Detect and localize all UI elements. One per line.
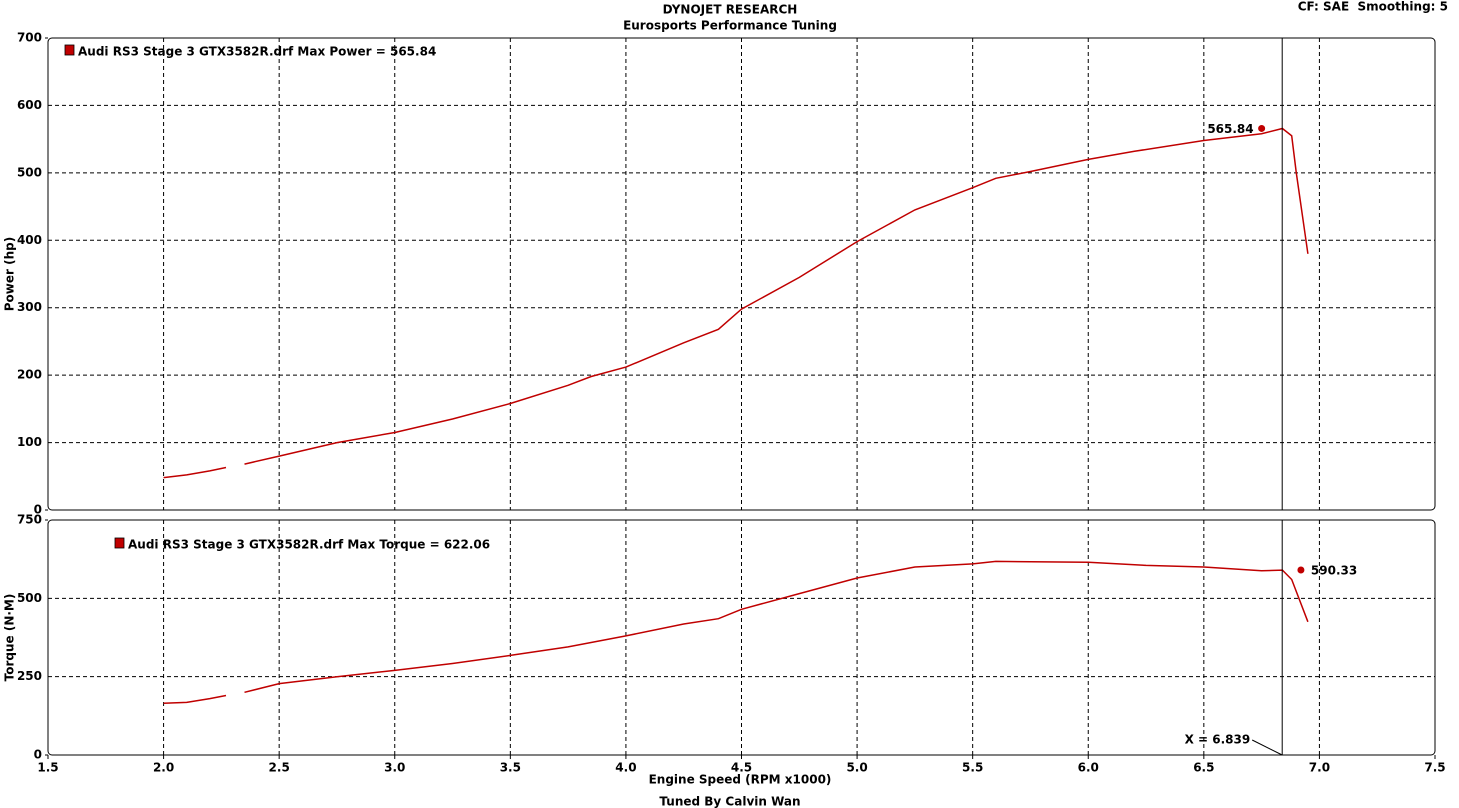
y-tick-label: 0 <box>34 503 42 517</box>
x-tick-label: 1.5 <box>37 761 58 775</box>
legend-swatch <box>64 44 75 56</box>
y-axis-title: Power (hp) <box>3 237 17 311</box>
y-tick-label: 600 <box>17 98 42 112</box>
footer-text: Tuned By Calvin Wan <box>659 795 800 808</box>
x-tick-label: 6.5 <box>1193 761 1214 775</box>
x-tick-label: 2.5 <box>269 761 290 775</box>
data-line <box>163 560 1309 705</box>
cursor-label: X = 6.839 <box>1185 733 1251 747</box>
y-axis-title: Torque (N·M) <box>3 594 17 682</box>
x-tick-label: 4.0 <box>615 761 636 775</box>
y-tick-label: 750 <box>17 513 42 527</box>
x-tick-label: 4.5 <box>731 761 752 775</box>
x-tick-label: 6.0 <box>1078 761 1099 775</box>
peak-marker <box>1258 124 1266 132</box>
x-tick-label: 5.5 <box>962 761 983 775</box>
x-tick-label: 2.0 <box>153 761 174 775</box>
x-tick-label: 5.0 <box>846 761 867 775</box>
chart-subtitle: Eurosports Performance Tuning <box>623 19 837 33</box>
y-tick-label: 200 <box>17 368 42 382</box>
settings-text: CF: SAE Smoothing: 5 <box>1298 0 1448 14</box>
x-tick-label: 3.0 <box>384 761 405 775</box>
y-tick-label: 0 <box>34 748 42 762</box>
chart-title: DYNOJET RESEARCH <box>663 3 798 17</box>
x-tick-label: 7.5 <box>1424 761 1445 775</box>
y-tick-label: 250 <box>17 669 42 683</box>
x-axis-title: Engine Speed (RPM x1000) <box>649 773 832 787</box>
y-tick-label: 500 <box>17 165 42 179</box>
legend-label: Audi RS3 Stage 3 GTX3582R.drf Max Power … <box>78 45 436 59</box>
y-tick-label: 500 <box>17 591 42 605</box>
data-line <box>163 127 1309 479</box>
y-tick-label: 300 <box>17 300 42 314</box>
legend-swatch <box>114 537 125 549</box>
x-tick-label: 7.0 <box>1309 761 1330 775</box>
peak-marker <box>1297 566 1305 574</box>
cursor-pointer <box>1251 739 1283 756</box>
legend-label: Audi RS3 Stage 3 GTX3582R.drf Max Torque… <box>128 538 490 552</box>
x-tick-label: 3.5 <box>500 761 521 775</box>
peak-label: 590.33 <box>1311 564 1357 578</box>
y-tick-label: 400 <box>17 233 42 247</box>
peak-label: 565.84 <box>1207 122 1253 136</box>
y-tick-label: 100 <box>17 435 42 449</box>
y-tick-label: 700 <box>17 31 42 45</box>
